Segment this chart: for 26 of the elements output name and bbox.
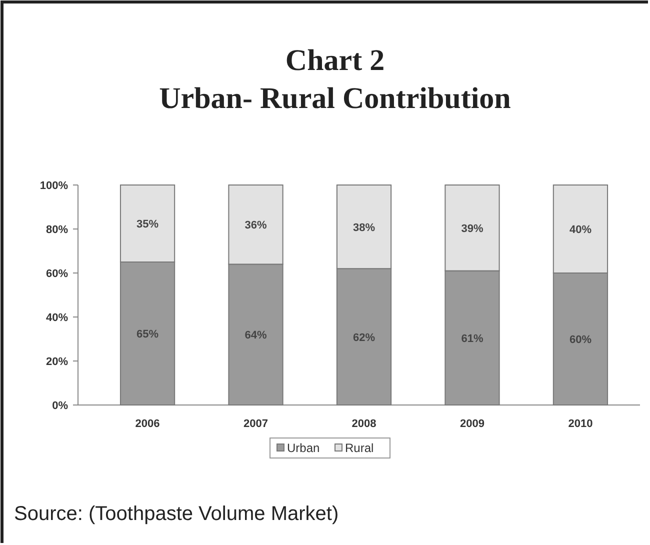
data-label: 36%	[244, 220, 267, 232]
legend-label: Rural	[345, 441, 374, 455]
data-label: 61%	[461, 332, 484, 345]
data-label: 35%	[136, 218, 159, 230]
chart-title: Chart 2	[285, 44, 385, 77]
x-tick-label: 2006	[135, 418, 160, 430]
data-label: 39%	[461, 222, 484, 235]
y-tick-label: 0%	[52, 400, 68, 412]
x-tick-label: 2007	[244, 418, 268, 430]
data-label: 40%	[569, 224, 592, 236]
x-tick-label: 2009	[460, 418, 484, 430]
y-tick-label: 20%	[46, 356, 68, 368]
y-tick-label: 80%	[46, 224, 68, 236]
data-label: 65%	[136, 328, 159, 340]
x-tick-label: 2008	[352, 418, 376, 430]
data-label: 64%	[244, 330, 267, 342]
y-tick-label: 60%	[46, 268, 68, 280]
data-label: 60%	[569, 334, 592, 346]
x-tick-label: 2010	[568, 418, 593, 430]
legend-label: Urban	[287, 441, 320, 455]
y-tick-label: 100%	[40, 180, 68, 192]
chart-subtitle: Urban- Rural Contribution	[159, 82, 512, 115]
data-label: 62%	[352, 332, 376, 344]
source-note: Source: (Toothpaste Volume Market)	[14, 503, 339, 525]
y-tick-label: 40%	[46, 312, 68, 324]
data-label: 38%	[352, 222, 376, 234]
